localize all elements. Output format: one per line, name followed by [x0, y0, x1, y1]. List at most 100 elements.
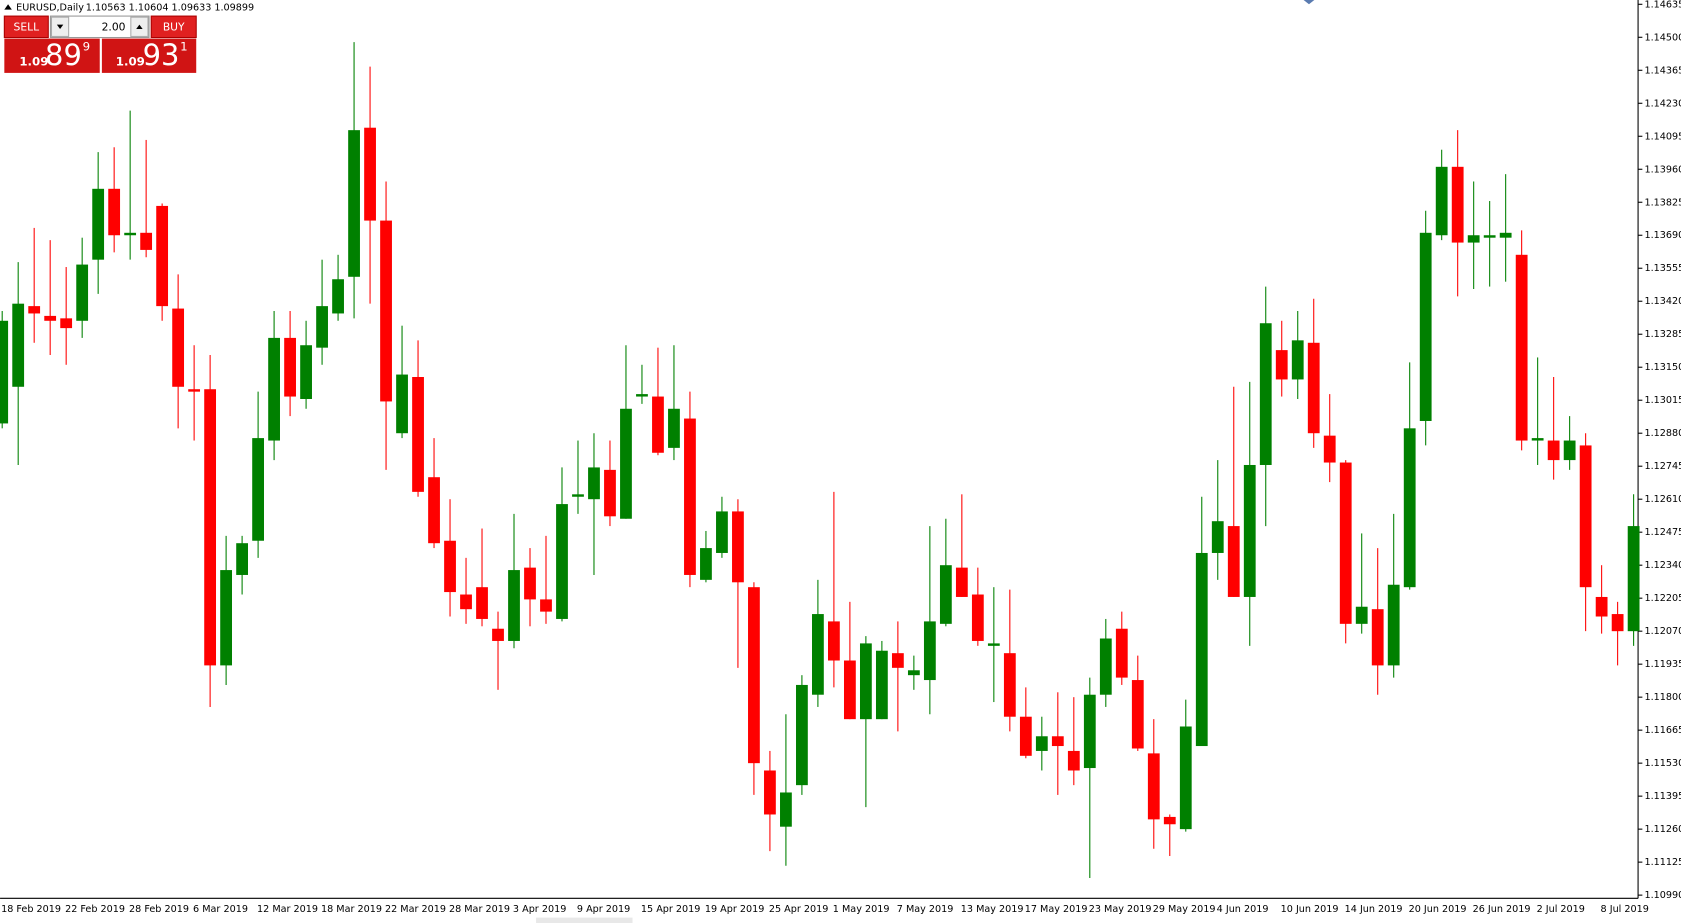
candle-body	[1131, 680, 1144, 749]
candle-body	[796, 684, 808, 786]
collapse-icon[interactable]	[4, 4, 12, 10]
candle-body	[188, 389, 201, 392]
y-tick-label: 1.12475	[1645, 527, 1681, 538]
x-tick-label: 17 May 2019	[1025, 904, 1088, 915]
candle-body	[684, 418, 696, 575]
sell-label: SELL	[14, 20, 40, 33]
x-tick-label: 3 Apr 2019	[513, 904, 566, 915]
x-tick-label: 28 Feb 2019	[129, 904, 189, 915]
candle-body	[875, 650, 888, 720]
candle-body	[1003, 653, 1016, 717]
header: EURUSD,Daily 1.10563 1.10604 1.09633 1.0…	[4, 3, 254, 14]
candle-body	[1451, 166, 1464, 243]
candle-body	[268, 337, 280, 441]
candle-body	[44, 315, 57, 321]
candle-body	[380, 220, 392, 402]
x-tick-label: 18 Feb 2019	[1, 904, 61, 915]
candle-body	[971, 594, 984, 641]
y-tick-label: 1.12880	[1645, 428, 1681, 439]
candle-body	[140, 232, 153, 250]
candle-body	[1019, 716, 1032, 756]
y-tick-label: 1.13285	[1645, 329, 1681, 340]
candle-body	[156, 205, 169, 307]
x-tick-label: 6 Mar 2019	[193, 904, 248, 915]
candle-body	[907, 670, 920, 676]
up-arrow	[136, 24, 143, 29]
candle-body	[1051, 736, 1064, 747]
y-tick-label: 1.12205	[1645, 593, 1681, 604]
y-tick-label: 1.11395	[1645, 791, 1681, 802]
y-tick-label: 1.11665	[1645, 725, 1681, 736]
candle-body	[1419, 232, 1432, 421]
y-tick-label: 1.12610	[1645, 494, 1681, 505]
candle-body	[1627, 526, 1640, 632]
x-tick-label: 22 Mar 2019	[385, 904, 446, 915]
buy-price-sup: 1	[180, 40, 188, 54]
x-tick-label: 18 Mar 2019	[321, 904, 382, 915]
down-arrow	[56, 24, 64, 29]
y-tick-label: 1.11530	[1645, 758, 1681, 769]
candle-body	[1531, 438, 1544, 441]
candle-body	[636, 394, 648, 397]
x-tick-label: 26 Jun 2019	[1473, 904, 1531, 915]
buy-label: BUY	[163, 20, 185, 33]
candle-body	[1307, 342, 1320, 434]
candle-body	[1339, 462, 1352, 624]
candle-body	[1499, 232, 1512, 238]
lot-input[interactable]	[49, 15, 150, 39]
candle-body	[987, 643, 1000, 646]
y-tick-label: 1.13690	[1645, 230, 1681, 241]
scroll-highlight	[536, 917, 633, 923]
candle-body	[1467, 235, 1480, 243]
candle-body	[716, 511, 728, 553]
candle-body	[955, 567, 968, 597]
sell-button[interactable]	[3, 15, 49, 39]
x-tick-label: 19 Apr 2019	[705, 904, 765, 915]
y-tick-label: 1.12745	[1645, 461, 1681, 472]
candle-body	[1291, 340, 1304, 380]
y-tick-label: 1.14635	[1645, 0, 1681, 10]
candle-body	[1275, 350, 1288, 380]
buy-price-box[interactable]	[101, 38, 197, 73]
y-tick-label: 1.14500	[1645, 32, 1681, 43]
y-tick-label: 1.13015	[1645, 395, 1681, 406]
sell-price-box[interactable]	[4, 38, 100, 73]
candle-body	[316, 306, 328, 348]
candle-body	[1083, 694, 1096, 769]
candle-body	[843, 660, 856, 720]
candle-body	[1595, 596, 1608, 617]
x-tick-label: 23 May 2019	[1089, 904, 1152, 915]
marker	[1303, 0, 1315, 5]
candle-body	[1563, 440, 1576, 461]
y-tick-label: 1.14365	[1645, 65, 1681, 76]
candle-body	[252, 438, 264, 541]
y-tick-label: 1.14095	[1645, 131, 1681, 142]
x-tick-label: 14 Jun 2019	[1345, 904, 1403, 915]
x-tick-label: 13 May 2019	[961, 904, 1024, 915]
candle-body	[668, 408, 680, 448]
candle-body	[76, 264, 89, 321]
candle-body	[108, 188, 121, 236]
y-tick-label: 1.13960	[1645, 164, 1681, 175]
candle-body	[572, 494, 584, 497]
candle-body	[508, 570, 520, 641]
candle-body	[1243, 464, 1256, 597]
candle-body	[828, 621, 840, 661]
y-tick-label: 1.14230	[1645, 98, 1681, 109]
y-tick-label: 1.13420	[1645, 296, 1681, 307]
y-tick-label: 1.11935	[1645, 659, 1681, 670]
candle-body	[172, 308, 185, 387]
buy-button[interactable]	[150, 15, 197, 39]
candle-body	[348, 130, 360, 277]
trade-panel: SELL 2.00 BUY 1.09 89 9 1.09 93 1	[3, 15, 197, 73]
candle-body	[1163, 816, 1176, 825]
candle-body	[780, 792, 792, 827]
candle-body	[1579, 445, 1592, 588]
symbol: EURUSD,Daily	[16, 3, 84, 14]
y-tick-label: 1.13825	[1645, 197, 1681, 208]
x-tick-label: 2 Jul 2019	[1537, 904, 1585, 915]
candle-body	[1483, 235, 1496, 238]
candle-body	[28, 306, 41, 314]
